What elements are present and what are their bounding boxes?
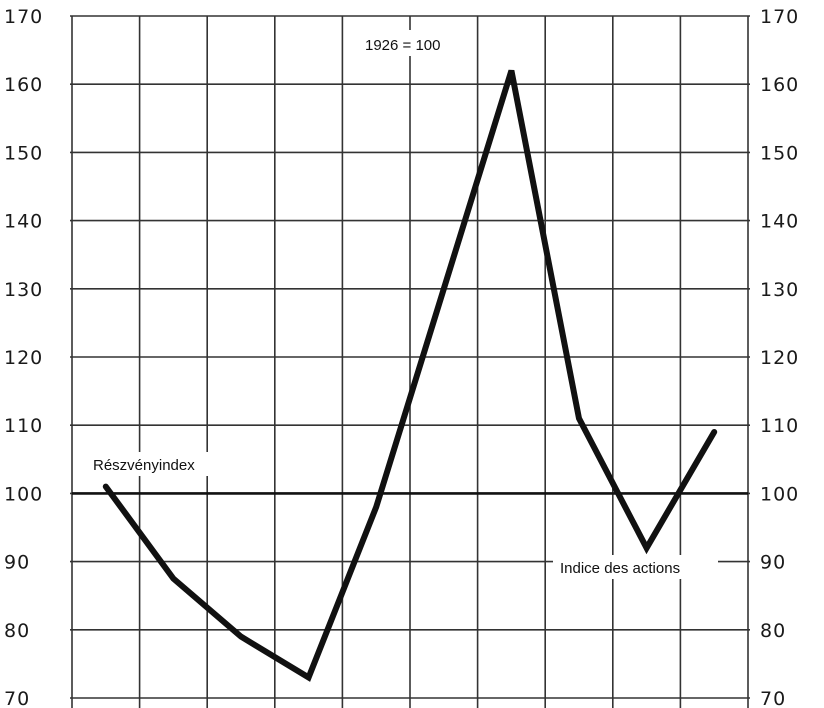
y-tick-label-left: 110	[4, 415, 43, 437]
y-tick-label-left: 140	[4, 211, 43, 233]
y-tick-label-right: 160	[760, 74, 799, 96]
y-tick-label-left: 160	[4, 74, 43, 96]
left-series-label-background	[90, 452, 214, 476]
base-note: 1926 = 100	[365, 37, 441, 54]
y-tick-label-left: 90	[4, 552, 30, 574]
y-tick-label-left: 100	[4, 483, 43, 505]
y-tick-label-left: 120	[4, 347, 43, 369]
y-tick-label-left: 80	[4, 620, 30, 642]
y-tick-label-left: 150	[4, 142, 43, 164]
y-tick-label-right: 80	[760, 620, 786, 642]
y-tick-label-right: 140	[760, 211, 799, 233]
y-tick-label-right: 110	[760, 415, 799, 437]
y-tick-label-right: 120	[760, 347, 799, 369]
y-tick-label-left: 70	[4, 688, 30, 708]
left-series-label: Részvényindex	[93, 457, 195, 474]
y-tick-label-left: 130	[4, 279, 43, 301]
series-line	[102, 69, 718, 682]
y-tick-label-left: 170	[4, 6, 43, 28]
right-series-label: Indice des actions	[560, 560, 680, 577]
y-axis-left: 170 160 150 140 130 120 110 100 90 80 70	[4, 6, 43, 708]
y-tick-label-right: 170	[760, 6, 799, 28]
y-tick-label-right: 70	[760, 688, 786, 708]
y-tick-label-right: 90	[760, 552, 786, 574]
base-note-background	[360, 30, 472, 56]
y-tick-label-right: 100	[760, 483, 799, 505]
grid	[70, 15, 750, 708]
y-tick-label-right: 130	[760, 279, 799, 301]
series-polyline	[102, 69, 718, 682]
right-series-label-background	[553, 555, 718, 579]
y-tick-label-right: 150	[760, 142, 799, 164]
y-axis-right: 170 160 150 140 130 120 110 100 90 80 70	[760, 6, 799, 708]
